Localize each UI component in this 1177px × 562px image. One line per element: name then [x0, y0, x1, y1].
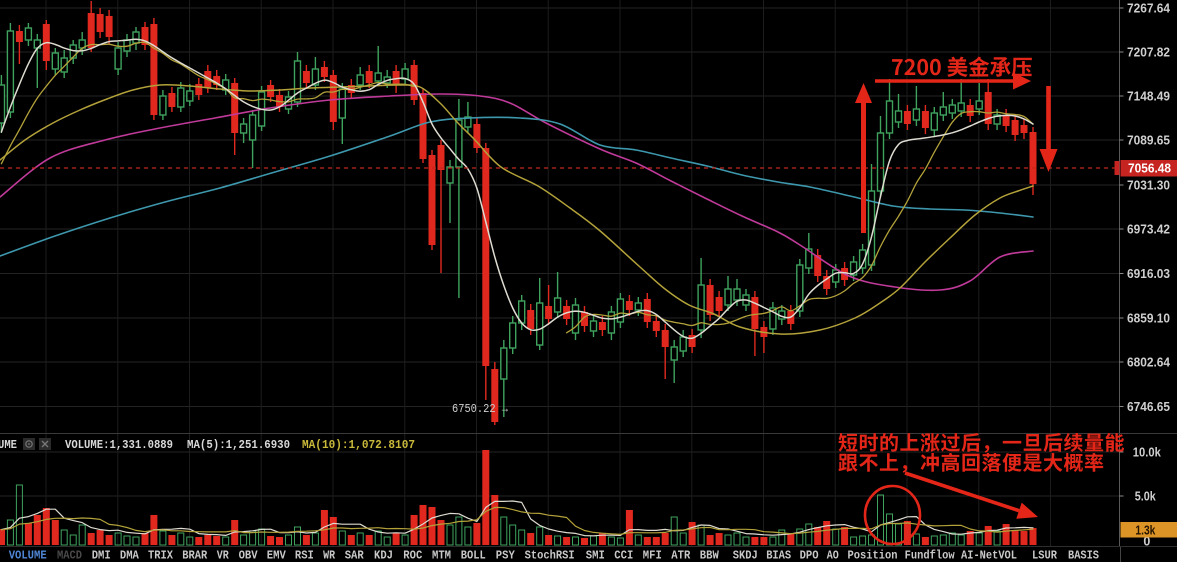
svg-text:6859.10: 6859.10	[1127, 312, 1170, 326]
svg-text:TRIX: TRIX	[148, 549, 174, 562]
svg-text:VR: VR	[217, 549, 230, 562]
svg-text:OBV: OBV	[239, 549, 259, 562]
svg-text:6916.03: 6916.03	[1127, 267, 1170, 281]
svg-text:LSUR: LSUR	[1032, 549, 1058, 562]
svg-text:MFI: MFI	[643, 549, 662, 562]
svg-text:1.3k: 1.3k	[1135, 524, 1155, 538]
svg-text:KDJ: KDJ	[374, 549, 393, 562]
svg-text:SKDJ: SKDJ	[733, 549, 758, 562]
svg-text:AI-NetVOL: AI-NetVOL	[961, 549, 1017, 562]
svg-text:Position: Position	[848, 549, 898, 562]
svg-text:BASIS: BASIS	[1068, 549, 1099, 562]
svg-text:AO: AO	[827, 549, 839, 562]
svg-text:MA(10):1,072.8107: MA(10):1,072.8107	[302, 438, 415, 452]
svg-text:VOLUME: VOLUME	[9, 549, 47, 562]
svg-text:7207.82: 7207.82	[1127, 46, 1170, 60]
svg-text:SMI: SMI	[586, 549, 605, 562]
svg-text:PSY: PSY	[496, 549, 516, 562]
svg-text:CCI: CCI	[614, 549, 633, 562]
svg-text:RSI: RSI	[295, 549, 314, 562]
svg-text:MA(5):1,251.6930: MA(5):1,251.6930	[187, 438, 290, 452]
svg-text:BIAS: BIAS	[766, 549, 791, 562]
svg-text:Fundflow: Fundflow	[905, 549, 956, 562]
svg-text:MTM: MTM	[432, 549, 451, 562]
svg-text:StochRSI: StochRSI	[525, 549, 575, 562]
svg-text:10.0k: 10.0k	[1133, 446, 1161, 460]
svg-text:BOLL: BOLL	[461, 549, 486, 562]
svg-text:6750.22 →: 6750.22 →	[452, 402, 509, 416]
svg-text:7056.48: 7056.48	[1128, 162, 1171, 176]
svg-text:DMI: DMI	[92, 549, 111, 562]
svg-text:BRAR: BRAR	[182, 549, 208, 562]
svg-text:WR: WR	[323, 549, 336, 562]
svg-text:DMA: DMA	[120, 549, 140, 562]
svg-text:7148.49: 7148.49	[1127, 90, 1170, 104]
svg-text:BBW: BBW	[700, 549, 720, 562]
svg-text:UME: UME	[0, 438, 17, 452]
svg-text:EMV: EMV	[267, 549, 287, 562]
svg-text:VOLUME:1,331.0889: VOLUME:1,331.0889	[65, 438, 173, 452]
svg-text:7031.30: 7031.30	[1127, 179, 1170, 193]
svg-text:6973.42: 6973.42	[1127, 223, 1170, 237]
svg-text:6746.65: 6746.65	[1127, 400, 1170, 414]
svg-text:0: 0	[1143, 535, 1150, 549]
svg-text:6802.64: 6802.64	[1127, 356, 1170, 370]
svg-text:SAR: SAR	[345, 549, 365, 562]
svg-text:DPO: DPO	[800, 549, 819, 562]
svg-text:5.0k: 5.0k	[1135, 490, 1156, 504]
svg-text:7267.64: 7267.64	[1127, 2, 1170, 16]
svg-text:ATR: ATR	[671, 549, 691, 562]
svg-text:ROC: ROC	[403, 549, 422, 562]
svg-text:7089.65: 7089.65	[1127, 134, 1170, 148]
svg-text:MACD: MACD	[57, 549, 82, 562]
